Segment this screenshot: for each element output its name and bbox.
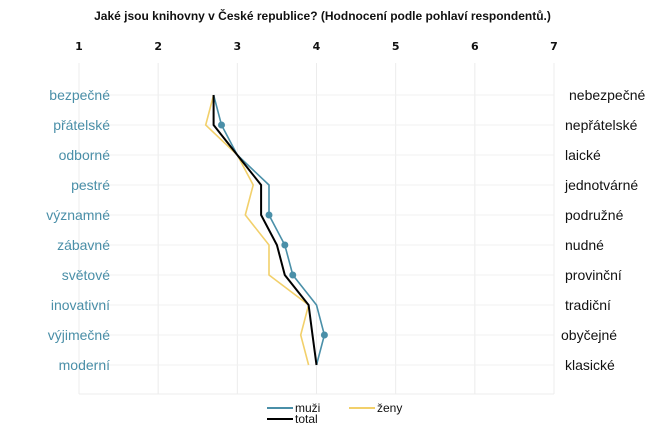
legend-label-total: total [295, 412, 318, 426]
left-label: významné [46, 207, 110, 223]
chart-title: Jaké jsou knihovny v České republice? (H… [94, 9, 551, 23]
left-label: výjimečné [47, 327, 110, 343]
right-label: nebezpečné [569, 87, 645, 103]
legend-swatch-total [267, 418, 293, 420]
x-tick-1: 1 [75, 40, 83, 53]
series-line-ženy [204, 94, 310, 366]
left-label: bezpečné [49, 87, 110, 103]
right-label: klasické [565, 357, 615, 373]
data-point-marker [281, 241, 289, 249]
data-point-marker [289, 271, 297, 279]
legend-swatch-zeny [349, 407, 375, 409]
x-tick-6: 6 [471, 40, 479, 53]
x-tick-4: 4 [312, 40, 321, 53]
right-label: nudné [565, 237, 604, 253]
x-tick-7: 7 [550, 40, 558, 53]
legend-swatch-muzi [267, 407, 293, 409]
series-line-total [212, 95, 318, 366]
left-label: pestré [71, 177, 110, 193]
legend-label-muzi: muži [295, 401, 321, 415]
left-label: inovativní [50, 297, 110, 313]
left-label: světové [61, 267, 110, 283]
data-point-marker [265, 211, 273, 219]
right-label: podružné [565, 207, 624, 223]
legend-item-total: total [267, 412, 318, 426]
series-line-muži [212, 94, 326, 366]
grid [78, 63, 555, 395]
left-label: přátelské [53, 117, 110, 133]
legend-label-zeny: ženy [377, 401, 403, 415]
right-label: provinční [565, 267, 622, 283]
legend-item-muzi: muži [267, 401, 320, 415]
right-label: laické [565, 147, 601, 163]
data-point-marker [320, 331, 328, 339]
right-label: jednotvárné [565, 177, 639, 193]
left-label: zábavné [57, 237, 110, 253]
right-label: nepřátelské [565, 117, 638, 133]
x-tick-3: 3 [233, 40, 242, 53]
left-label: odborné [58, 147, 110, 163]
legend-item-zeny: ženy [349, 401, 402, 415]
left-label: moderní [58, 357, 110, 373]
x-tick-5: 5 [391, 40, 400, 53]
right-label: tradiční [565, 297, 611, 313]
right-label: obyčejné [561, 327, 618, 343]
data-point-marker [218, 121, 225, 129]
x-tick-2: 2 [154, 40, 162, 53]
